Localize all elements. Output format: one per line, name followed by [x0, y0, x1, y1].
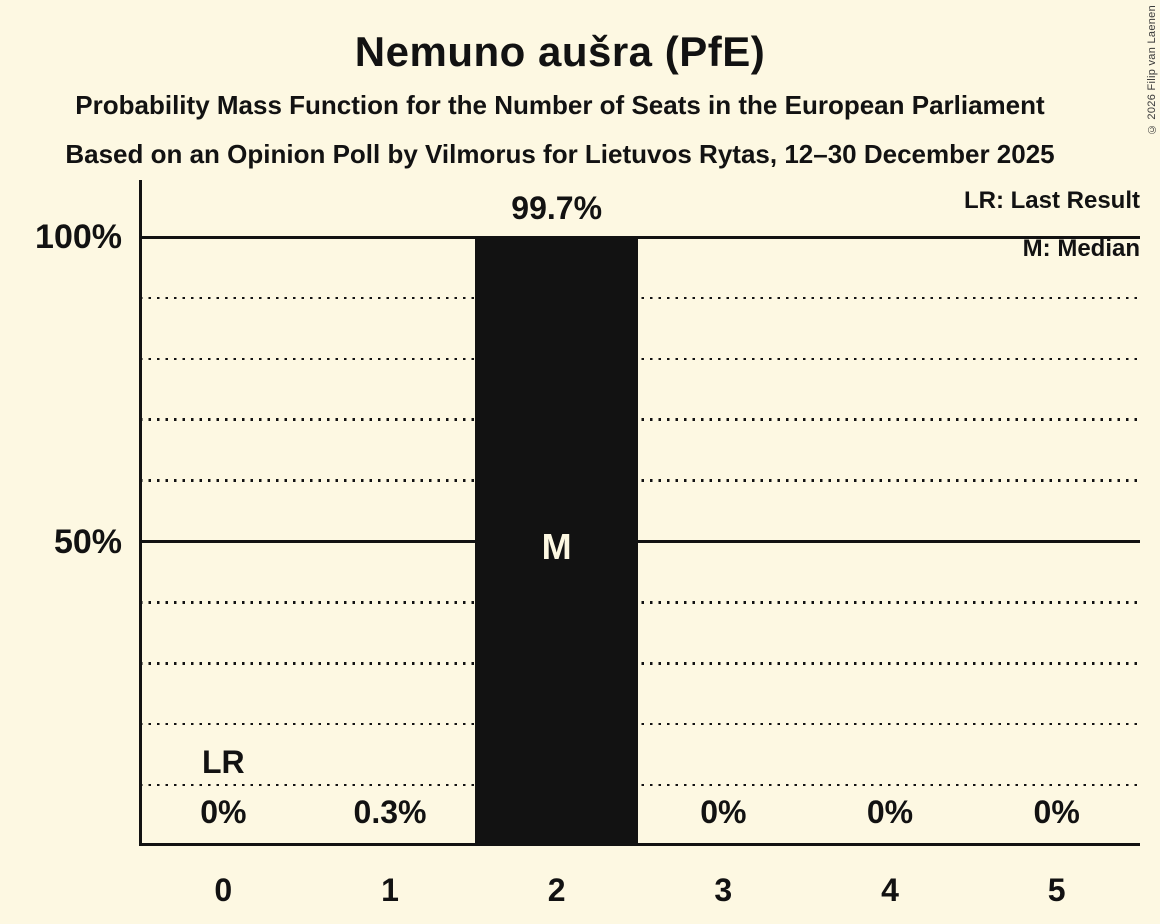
bar-seats-2	[475, 238, 638, 843]
x-axis-label-seats-3: 3	[714, 872, 733, 908]
gridline-dotted-40pct	[140, 601, 1140, 604]
value-label-seats-5: 0%	[1033, 794, 1080, 830]
x-axis-label-seats-4: 4	[881, 872, 899, 908]
y-axis-line	[139, 180, 142, 846]
median-marker: M	[541, 526, 572, 567]
gridline-dotted-70pct	[140, 418, 1140, 421]
copyright-notice: © 2026 Filip van Laenen	[1146, 5, 1158, 136]
value-label-seats-3: 0%	[700, 794, 747, 830]
x-axis-label-seats-1: 1	[381, 872, 399, 908]
value-label-seats-2: 99.7%	[511, 189, 603, 226]
x-axis-label-seats-0: 0	[214, 872, 233, 908]
value-label-seats-4: 0%	[866, 794, 914, 830]
page-title: Nemuno aušra (PfE)	[354, 28, 766, 75]
gridline-dotted-90pct	[140, 296, 1140, 300]
gridline-dotted-30pct	[140, 662, 1140, 665]
chart-subtitle-poll-source: Based on an Opinion Poll by Vilmorus for…	[65, 139, 1055, 169]
y-axis-label-100pct: 100%	[35, 218, 122, 256]
x-axis-line	[139, 843, 1140, 846]
legend-last-result: LR: Last Result	[963, 187, 1140, 214]
gridline-dotted-80pct	[140, 357, 1140, 361]
gridline-dotted-20pct	[140, 722, 1140, 726]
legend-median: M: Median	[1022, 235, 1140, 262]
x-axis-label-seats-2: 2	[547, 872, 566, 908]
gridline-solid-50pct	[140, 540, 1140, 543]
last-result-marker: LR	[202, 744, 245, 780]
gridline-solid-100pct	[140, 235, 1140, 239]
gridline-dotted-60pct	[140, 479, 1140, 482]
chart-subtitle-function: Probability Mass Function for the Number…	[75, 90, 1045, 120]
value-label-seats-0: 0%	[200, 794, 247, 830]
y-axis-label-50pct: 50%	[53, 522, 122, 561]
value-label-seats-1: 0.3%	[353, 794, 427, 830]
gridline-dotted-10pct	[140, 783, 1140, 787]
x-axis-label-seats-5: 5	[1047, 872, 1066, 908]
